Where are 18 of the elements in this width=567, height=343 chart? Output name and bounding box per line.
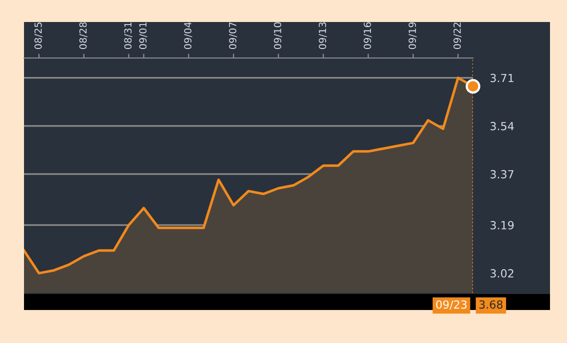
x-tick-label: 08/31 bbox=[124, 22, 132, 50]
x-tick-label: 09/01 bbox=[139, 22, 148, 50]
y-tick-label: 3.71 bbox=[490, 74, 514, 82]
y-tick-label: 3.02 bbox=[490, 269, 514, 278]
x-tick-label: 09/13 bbox=[318, 22, 327, 50]
x-tick-label: 09/22 bbox=[454, 22, 462, 50]
text: 09/23 bbox=[436, 300, 467, 310]
x-tick-label: 09/19 bbox=[408, 22, 417, 50]
x-tick-label: 09/16 bbox=[364, 22, 372, 50]
x-tick-label: 09/10 bbox=[274, 22, 282, 50]
y-tick-label: 3.54 bbox=[490, 122, 514, 130]
text: 3.68 bbox=[479, 300, 503, 309]
x-tick-label: 09/07 bbox=[229, 22, 238, 50]
y-tick-label: 3.37 bbox=[490, 170, 514, 178]
x-tick-label: 08/28 bbox=[79, 22, 88, 50]
x-tick-label: 09/04 bbox=[184, 22, 192, 50]
x-tick-label: 08/25 bbox=[34, 22, 43, 50]
y-tick-label: 3.19 bbox=[490, 221, 514, 230]
